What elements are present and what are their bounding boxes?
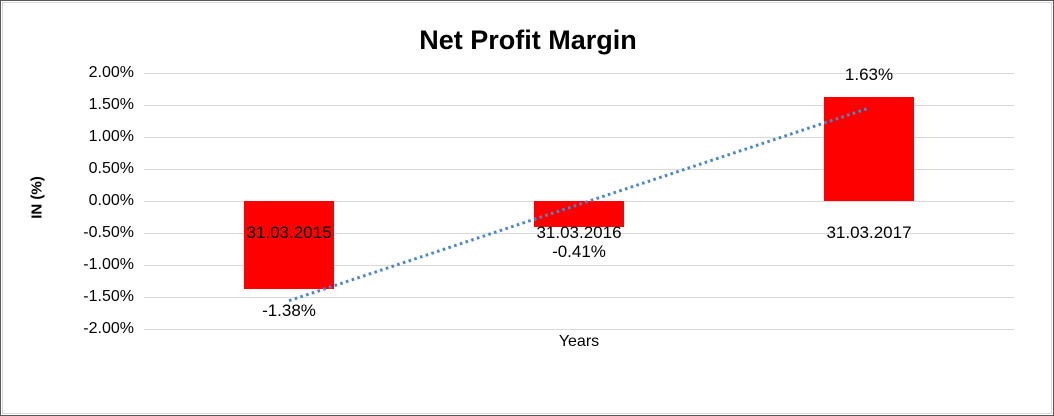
gridline bbox=[144, 136, 1014, 138]
bar-31.03.2015 bbox=[244, 201, 334, 290]
bar-31.03.2016 bbox=[534, 201, 624, 228]
category-label: 31.03.2016 bbox=[536, 223, 622, 242]
x-axis-title: Years bbox=[558, 333, 600, 350]
gridline bbox=[144, 328, 1014, 330]
y-tick-label: 1.00% bbox=[88, 128, 134, 145]
category-label: 31.03.2017 bbox=[826, 223, 912, 242]
chart-title: Net Profit Margin bbox=[419, 25, 637, 55]
data-label: -0.41% bbox=[552, 242, 606, 261]
gridline bbox=[144, 168, 1014, 170]
trendline bbox=[288, 106, 870, 303]
gridline bbox=[144, 72, 1014, 74]
data-label: -1.38% bbox=[262, 301, 316, 321]
y-tick-label: -2.00% bbox=[83, 320, 134, 337]
bar-31.03.2017 bbox=[824, 96, 914, 201]
data-label: 1.63% bbox=[844, 64, 894, 84]
y-tick-label: 2.00% bbox=[88, 64, 134, 81]
gridline bbox=[144, 296, 1014, 298]
category-label: 31.03.2015 bbox=[246, 223, 332, 242]
gridline bbox=[144, 264, 1014, 266]
y-tick-label: 0.50% bbox=[88, 160, 134, 177]
y-tick-label: -1.00% bbox=[83, 256, 134, 273]
y-tick-label: -0.50% bbox=[83, 224, 134, 241]
gridline bbox=[144, 232, 1014, 234]
trendline-path bbox=[288, 106, 870, 303]
plot-area bbox=[144, 72, 1014, 330]
gridline bbox=[144, 104, 1014, 106]
y-tick-label: 1.50% bbox=[88, 96, 134, 113]
y-tick-label: -1.50% bbox=[83, 288, 134, 305]
y-axis-title: IN (%) bbox=[28, 176, 46, 219]
y-tick-label: 0.00% bbox=[88, 192, 134, 209]
